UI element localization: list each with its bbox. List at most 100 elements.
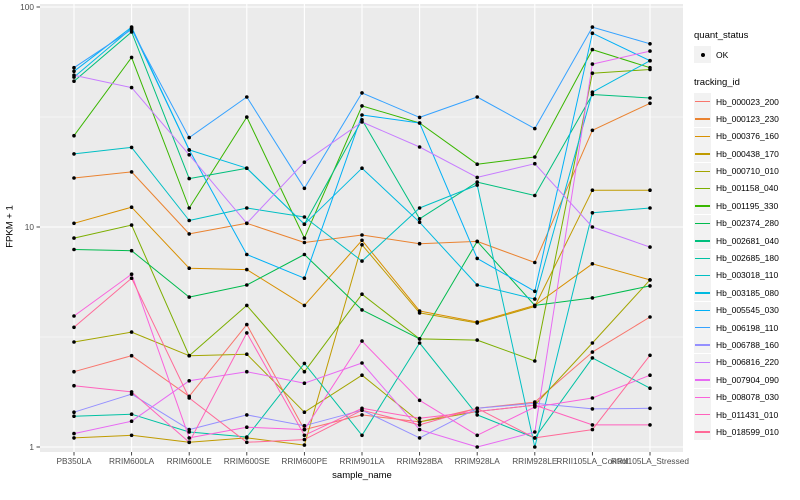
data-point [302, 443, 307, 447]
legend-item-Hb_000123_230: Hb_000123_230 [694, 110, 800, 128]
legend-item-label: Hb_006816_220 [716, 357, 779, 368]
y-axis-title: FPKM + 1 [4, 205, 16, 248]
series-color-key-icon [694, 232, 711, 250]
data-point [590, 356, 595, 360]
data-point [72, 369, 76, 374]
data-point [417, 217, 422, 221]
series-color-key-icon [694, 284, 711, 302]
data-point [245, 352, 249, 357]
data-point [187, 206, 191, 210]
data-point [475, 239, 480, 244]
legend-item-label: Hb_002681_040 [716, 235, 779, 246]
legend-item-Hb_000438_170: Hb_000438_170 [694, 145, 800, 163]
data-point [302, 369, 307, 374]
data-point [590, 225, 595, 229]
data-point [187, 396, 191, 400]
data-point [360, 113, 364, 117]
data-point [533, 436, 537, 440]
data-point [533, 297, 537, 301]
series-color-key-icon [694, 319, 711, 337]
data-point [302, 236, 307, 240]
ok-point-icon [700, 52, 705, 57]
data-point [590, 25, 595, 29]
series-color-key-icon [694, 406, 711, 424]
data-point [129, 419, 134, 424]
data-point [129, 276, 134, 281]
data-point [302, 410, 307, 415]
data-point [302, 361, 307, 366]
series-color-key-icon [694, 249, 711, 267]
legend-item-label: Hb_000710_010 [716, 166, 779, 177]
data-point [302, 423, 307, 428]
series-line-icon [695, 274, 710, 277]
data-point [302, 252, 307, 257]
data-point [72, 65, 76, 70]
data-point [533, 260, 537, 265]
data-point [187, 266, 191, 271]
data-point [533, 155, 537, 159]
data-point [129, 272, 134, 277]
legend-item-label: Hb_001195_330 [716, 200, 779, 211]
data-point [475, 95, 480, 99]
series-line-icon [695, 379, 710, 381]
data-point [417, 115, 422, 120]
data-point [72, 69, 76, 74]
data-point [302, 215, 307, 219]
x-tick-label: RRIM600LA [109, 456, 155, 466]
x-tick-label: RRIM600PE [281, 456, 328, 466]
legend-item-label: Hb_000123_230 [716, 113, 779, 124]
legend-item-label: OK [716, 49, 729, 60]
data-point [302, 186, 307, 191]
legend-item-label: Hb_018599_010 [716, 426, 779, 437]
data-point [590, 407, 595, 411]
data-point [72, 152, 76, 156]
data-point [417, 398, 422, 403]
data-point [129, 433, 134, 438]
data-point [245, 322, 249, 327]
data-point [129, 30, 134, 34]
data-point [187, 218, 191, 223]
legend-item-label: Hb_007904_090 [716, 374, 779, 385]
data-point [72, 436, 76, 440]
data-point [72, 176, 76, 180]
data-point [360, 259, 364, 263]
series-color-key-icon [694, 145, 711, 163]
data-point [417, 220, 422, 225]
data-point [187, 353, 191, 358]
legend-item-Hb_000710_010: Hb_000710_010 [694, 162, 800, 180]
legend-item-label: Hb_003018_110 [716, 270, 779, 281]
legend-item-label: Hb_001158_040 [716, 183, 779, 194]
data-point [590, 31, 595, 35]
legend-item-Hb_002685_180: Hb_002685_180 [694, 249, 800, 267]
data-point [72, 383, 76, 388]
series-line-icon [695, 205, 710, 207]
data-point [129, 170, 134, 174]
legend-item-ok: OK [694, 46, 800, 63]
series-line-icon [695, 257, 710, 259]
data-point [129, 412, 134, 417]
legend-tracking-id: tracking_id Hb_000023_200 Hb_000123_230 Hb… [694, 77, 800, 441]
data-point [245, 425, 249, 430]
data-point [360, 373, 364, 378]
data-point [72, 133, 76, 138]
data-point [187, 295, 191, 299]
data-point [360, 308, 364, 312]
data-point [417, 206, 422, 210]
data-point [129, 205, 134, 209]
data-point [302, 222, 307, 226]
data-point [590, 350, 595, 354]
series-color-key-icon [694, 110, 711, 128]
data-point [648, 423, 652, 427]
data-point [187, 176, 191, 181]
data-point [590, 71, 595, 75]
data-point [360, 339, 364, 343]
data-point [72, 431, 76, 436]
data-point [72, 236, 76, 240]
series-color-key-icon [694, 127, 711, 145]
series-line-icon [695, 396, 710, 399]
data-point [302, 433, 307, 438]
x-tick-label: RRIM928LE [512, 456, 558, 466]
data-point [187, 436, 191, 440]
series-color-key-icon [694, 197, 711, 215]
data-point [72, 325, 76, 330]
